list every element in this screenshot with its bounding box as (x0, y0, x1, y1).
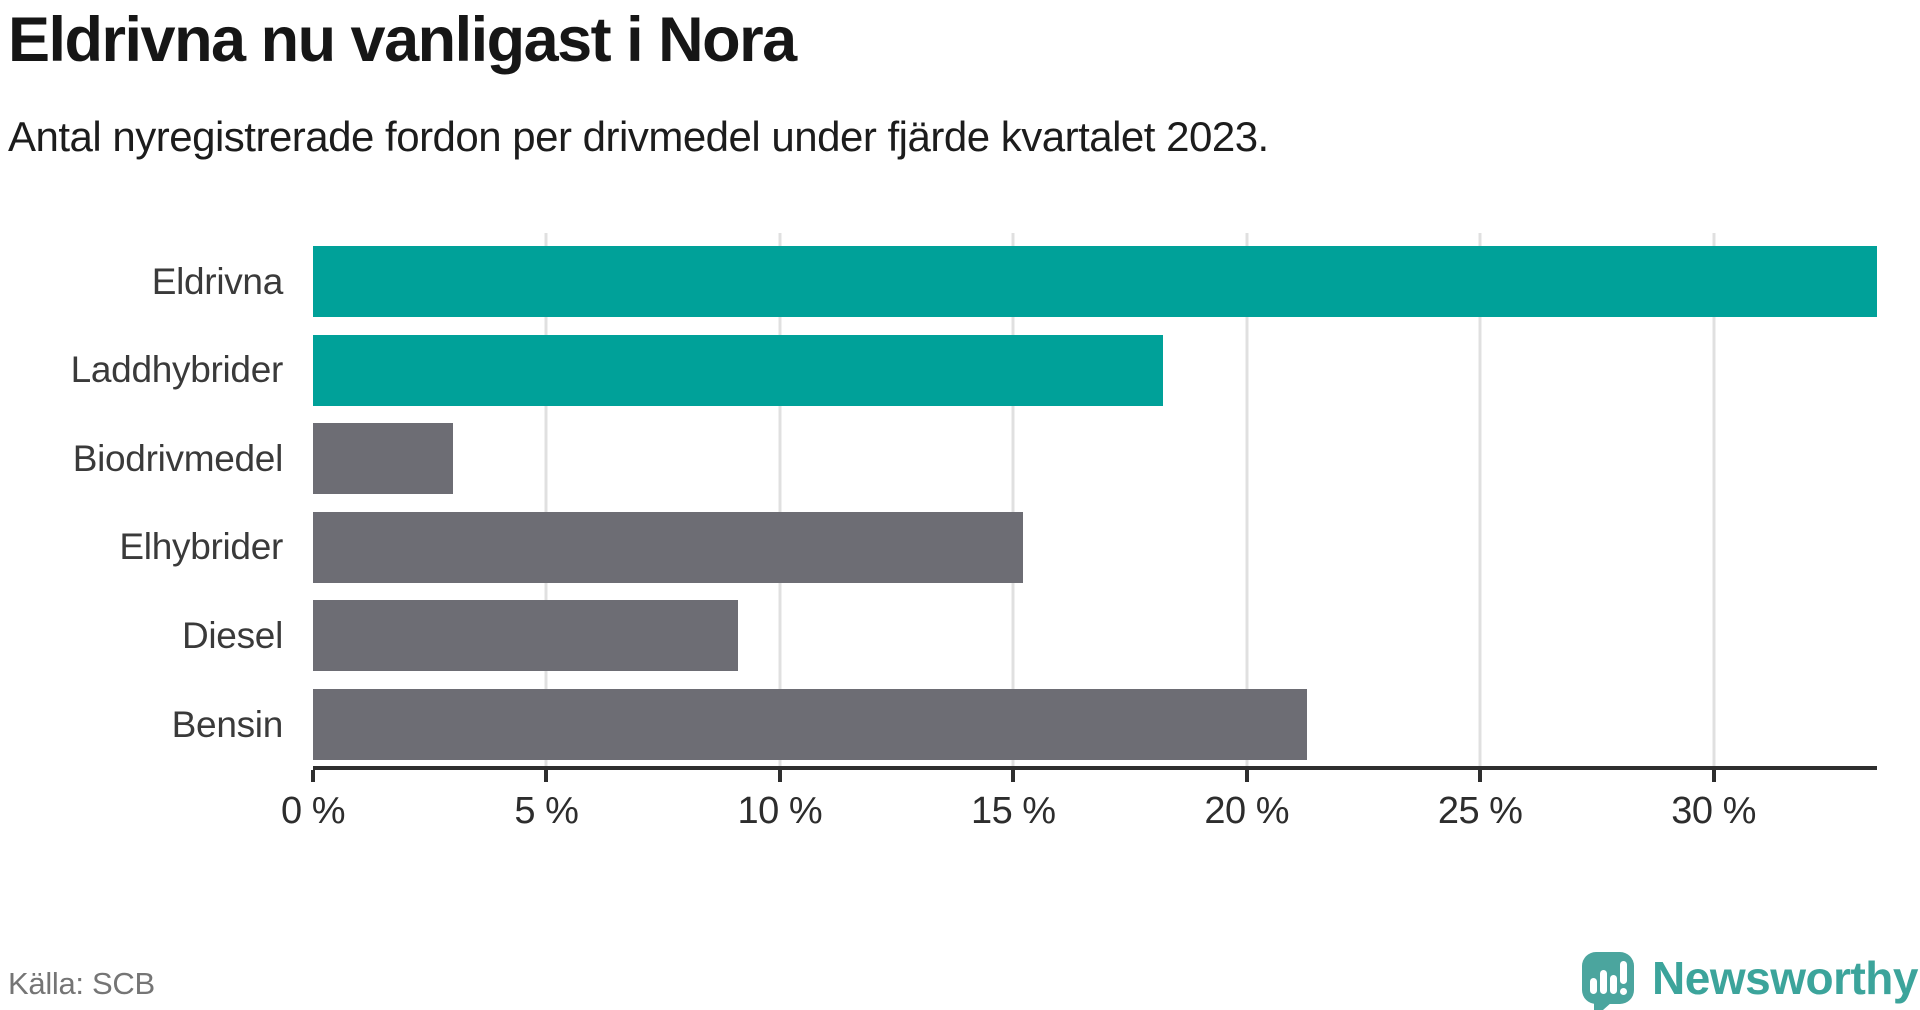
x-tick-10 (777, 770, 782, 782)
gridline-20 (1245, 233, 1249, 767)
x-tick-30 (1711, 770, 1716, 782)
category-label-laddhybrider: Laddhybrider (70, 349, 284, 391)
bar-eldrivna (313, 246, 1877, 317)
source-note: Källa: SCB (8, 966, 155, 1001)
gridline-25 (1478, 233, 1482, 767)
gridline-15 (1011, 233, 1015, 767)
bar-bensin (313, 689, 1308, 760)
logo-bar-icon (1600, 970, 1608, 994)
speech-bubble-tail (1594, 1002, 1613, 1010)
logo-exclamation-dot-icon (1620, 988, 1628, 995)
category-label-bensin: Bensin (171, 703, 284, 745)
category-label-eldrivna: Eldrivna (151, 260, 284, 302)
x-tick-label-25: 25 % (1437, 790, 1523, 832)
logo-exclamation-icon (1620, 961, 1628, 984)
x-tick-label-15: 15 % (970, 790, 1056, 832)
chart-subtitle: Antal nyregistrerade fordon per drivmede… (8, 113, 1269, 160)
x-tick-label-30: 30 % (1671, 790, 1756, 832)
gridline-30 (1712, 233, 1716, 767)
chart-title: Eldrivna nu vanligast i Nora (8, 5, 797, 75)
gridline-10 (778, 233, 782, 767)
x-tick-5 (544, 770, 549, 782)
newsworthy-logo-icon (1582, 952, 1635, 1010)
brand-footer: Newsworthy (1582, 948, 1918, 1010)
bar-diesel (313, 600, 738, 672)
plot-area (313, 233, 1877, 767)
x-tick-label-5: 5 % (514, 790, 579, 832)
category-label-diesel: Diesel (181, 614, 283, 656)
gridline-5 (544, 233, 548, 767)
x-tick-0 (311, 770, 315, 782)
bar-laddhybrider (313, 334, 1163, 406)
category-label-biodrivmedel: Biodrivmedel (72, 437, 284, 479)
x-tick-15 (1011, 770, 1016, 782)
brand-name: Newsworthy (1652, 952, 1918, 1004)
category-labels: Eldrivna Laddhybrider Biodrivmedel Elhybrid… (0, 233, 284, 767)
x-axis: 0 % 5 % 10 % 15 % 20 % 25 % 30 % (281, 766, 1877, 846)
x-axis-line (313, 766, 1877, 770)
x-tick-label-10: 10 % (737, 790, 823, 832)
bar-elhybrider (313, 511, 1023, 583)
category-label-elhybrider: Elhybrider (119, 526, 283, 568)
x-tick-20 (1244, 770, 1249, 782)
x-tick-label-0: 0 % (281, 790, 345, 832)
logo-bar-icon (1610, 975, 1618, 994)
bar-biodrivmedel (313, 423, 454, 495)
logo-bar-icon (1590, 978, 1598, 994)
x-tick-25 (1478, 770, 1483, 782)
x-tick-label-20: 20 % (1204, 790, 1290, 832)
